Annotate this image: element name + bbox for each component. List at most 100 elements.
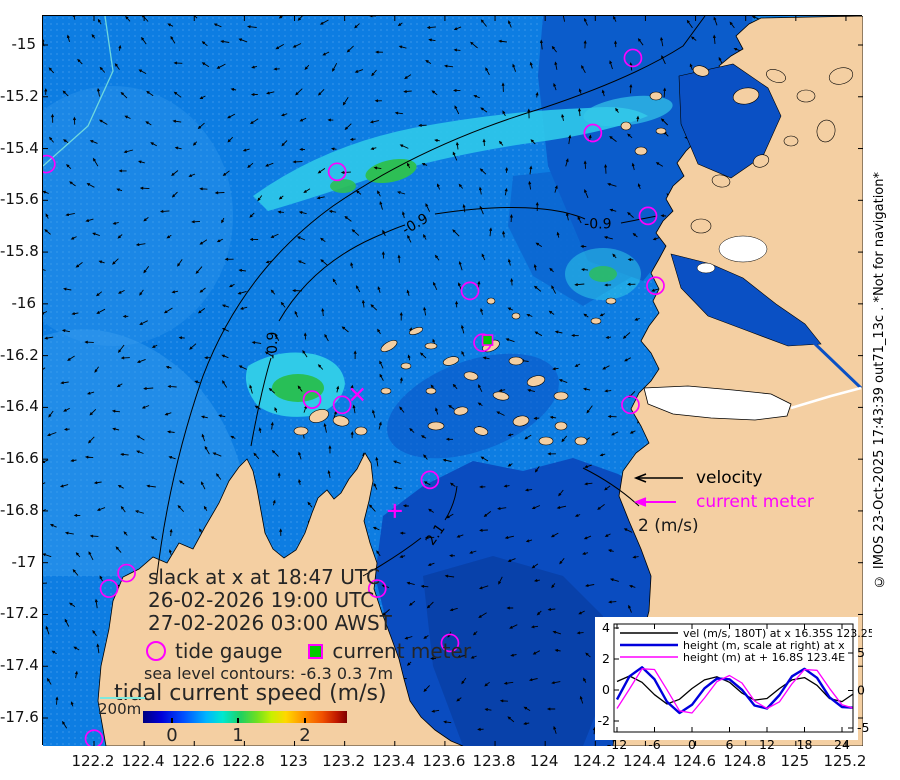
island (424, 342, 438, 350)
island (526, 375, 546, 387)
island (380, 387, 392, 395)
island (553, 391, 569, 401)
island (554, 421, 568, 431)
x-tick-label: 123.2 (322, 752, 366, 770)
x-tick-label: 122.2 (71, 752, 115, 770)
y-tick-label: -17 (11, 552, 37, 571)
island (783, 135, 799, 147)
salt-flat-channel (790, 386, 862, 410)
slack-line-2: 26-02-2026 19:00 UTC (148, 588, 375, 612)
map-canvas: -0.9 -0.9 -0.9 2.1 (42, 15, 863, 746)
plus-marker (387, 503, 402, 518)
sea-level-contours (155, 16, 706, 585)
slack-annotation: slack at x at 18:47 UTC 26-02-2026 19:00… (148, 566, 392, 635)
island (538, 436, 554, 446)
inset-yright-tick-label: -5 (857, 720, 869, 735)
island (732, 87, 760, 105)
inset-legend-label: height (m, scale at right) at x (683, 639, 845, 652)
island (473, 426, 489, 436)
x-tick-label: 122.8 (221, 752, 265, 770)
tide-gauge-label: tide gauge (175, 639, 283, 663)
colorbar-tick-label: 1 (232, 725, 244, 746)
island (425, 387, 437, 395)
tide-gauge-marker (440, 633, 460, 653)
tide-gauge-marker (623, 48, 643, 68)
x-tick-label: 125.2 (823, 752, 867, 770)
x-tick-label: 123.8 (472, 752, 516, 770)
island (309, 409, 329, 423)
island (427, 421, 445, 431)
inset-yleft-tick-label: 4 (602, 620, 610, 635)
island (293, 426, 309, 436)
y-tick-label: -17.4 (0, 656, 39, 675)
inset-x-tick-label: 18 (797, 737, 813, 752)
slack-line-1: slack at x at 18:47 UTC (148, 565, 380, 589)
y-tick-label: -17.6 (0, 708, 39, 726)
inset-yleft-tick-label: -2 (598, 713, 610, 728)
tide-gauge-marker (327, 162, 347, 182)
inset-timeseries-chart: -12 -6 0 6 12 18 24 4 2 0 -2 5 0 -5 vel (m/s, 180T) at… (580, 616, 882, 758)
inset-x-tick-label: -12 (607, 737, 627, 752)
tide-gauge-marker (420, 470, 440, 490)
station-markers (43, 48, 665, 746)
speed-patch-cyan (583, 95, 673, 127)
tide-gauge-marker (638, 206, 658, 226)
y-tick-label: -16.4 (0, 397, 39, 416)
island (463, 371, 479, 381)
depth-contour-200m (43, 16, 114, 167)
y-tick-label: -15.4 (0, 138, 39, 157)
colorbar-tick (171, 718, 173, 723)
current-meter-arrow-icon (633, 497, 676, 507)
x-tick-label: 123 (279, 752, 308, 770)
vector-legend: velocity current meter 2 (m/s) (628, 466, 814, 538)
speed-zone-light (43, 86, 233, 346)
tide-gauge-marker (43, 154, 56, 174)
depth-contour-legend-label: 200m (98, 700, 142, 718)
colorbar-tick (237, 718, 239, 723)
island (453, 406, 469, 416)
island (690, 218, 712, 234)
king-sound-deep (423, 556, 603, 746)
tide-gauge-marker (99, 579, 119, 598)
inset-x-tick-label: 12 (759, 737, 775, 752)
island (634, 146, 648, 156)
tidal-flat (696, 262, 716, 274)
speed-patch-green (272, 374, 324, 402)
frame-ticks (43, 16, 863, 746)
colorbar-title: tidal current speed (m/s) (114, 681, 387, 706)
current-meter-icon (308, 643, 324, 659)
salt-flat (643, 385, 792, 421)
x-tick-label: 122.4 (121, 752, 165, 770)
island (655, 127, 667, 135)
island (620, 121, 632, 131)
y-tick-label: -15.6 (0, 190, 39, 209)
x-tick-label: 124.2 (572, 752, 616, 770)
contour-label: -0.9 (584, 217, 611, 233)
speed-patch-green (589, 266, 617, 282)
tide-gauge-marker (367, 579, 387, 598)
island (442, 356, 460, 366)
island (828, 67, 854, 85)
land-dampier-peninsula (97, 452, 464, 746)
island (354, 426, 368, 436)
island (796, 89, 816, 103)
inset-svg: -12 -6 0 6 12 18 24 4 2 0 -2 5 0 -5 vel (m/s, 180T) at… (595, 617, 882, 752)
depth-contour-legend-line (100, 697, 145, 699)
colorbar (143, 711, 347, 723)
island (649, 91, 663, 101)
x-tick-label: 124.4 (622, 752, 666, 770)
inset-x-tick-label: 6 (726, 737, 734, 752)
x-tick-label: 123.6 (422, 752, 466, 770)
inset-yleft-tick-label: 2 (602, 651, 610, 666)
inset-legend-label: height (m) at + 16.8S 123.4E (683, 651, 845, 664)
island (400, 362, 412, 370)
current-meter-legend-row: current meter (628, 490, 814, 514)
speed-zone-light (43, 329, 245, 576)
y-tick-label: -16.6 (0, 449, 39, 468)
tide-gauge-marker (302, 390, 322, 409)
vector-scale-row: 2 (m/s) (628, 514, 814, 538)
inset-yright-tick-label: 5 (857, 645, 865, 660)
tide-gauge-marker (117, 563, 136, 583)
inset-series-2 (616, 668, 853, 714)
